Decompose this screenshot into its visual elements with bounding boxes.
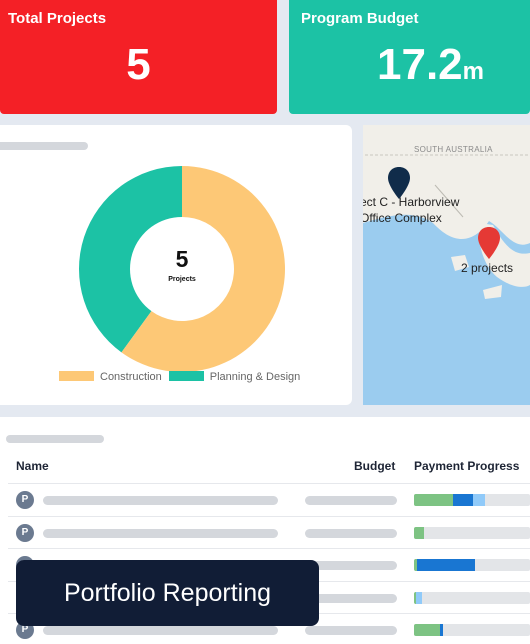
budget-placeholder: [305, 496, 397, 505]
total-projects-value: 5: [126, 40, 151, 89]
project-name-placeholder[interactable]: [43, 496, 278, 505]
progress-segment: [414, 494, 454, 506]
budget-placeholder: [305, 626, 397, 635]
budget-placeholder: [305, 529, 397, 538]
program-budget-value: 17.2: [377, 40, 463, 89]
project-avatar-icon: P: [16, 491, 34, 509]
progress-segment: [417, 559, 476, 571]
donut-center-value: 5: [176, 246, 189, 272]
legend-item[interactable]: Planning & Design: [168, 371, 301, 383]
progress-segment: [453, 494, 474, 506]
donut-slice-1[interactable]: [78, 166, 182, 353]
chart-legend: Construction Planning & Design: [59, 371, 307, 383]
progress-segment: [414, 559, 418, 571]
chart-title-placeholder: [0, 142, 88, 150]
payment-progress-bar: [414, 527, 530, 539]
program-budget-card: Program Budget 17.2m: [289, 0, 530, 114]
table-title-placeholder: [6, 435, 104, 443]
progress-segment: [414, 592, 417, 604]
donut-slice-0[interactable]: [121, 166, 285, 372]
progress-segment: [414, 527, 425, 539]
program-budget-unit: m: [462, 58, 484, 85]
map-pin-red-icon[interactable]: [477, 227, 501, 261]
project-map[interactable]: SOUTH AUSTRALIA ect C - Harborview Offic…: [363, 125, 530, 405]
program-budget-label: Program Budget: [301, 10, 419, 27]
pin-label-line1: ect C - Harborview: [363, 195, 460, 209]
legend-swatch: [59, 371, 94, 381]
column-header-budget[interactable]: Budget: [354, 459, 396, 473]
column-header-name[interactable]: Name: [16, 459, 49, 473]
progress-segment: [439, 624, 443, 636]
budget-placeholder: [305, 594, 397, 603]
pin-label-line2: Office Complex: [363, 211, 442, 225]
legend-label: Construction: [100, 371, 162, 383]
column-header-payment-progress[interactable]: Payment Progress: [414, 459, 520, 473]
payment-progress-bar: [414, 559, 530, 571]
total-projects-card: Total Projects 5: [0, 0, 277, 114]
legend-swatch: [168, 371, 204, 381]
budget-placeholder: [305, 561, 397, 570]
payment-progress-bar: [414, 592, 530, 604]
payment-progress-bar: [414, 494, 530, 506]
region-label: SOUTH AUSTRALIA: [414, 145, 493, 154]
cluster-label: 2 projects: [461, 261, 514, 275]
progress-segment: [473, 494, 485, 506]
projects-by-stage-card: 5 Projects Construction Planning & Design: [0, 125, 352, 405]
row-divider: [8, 483, 530, 484]
row-divider: [8, 548, 530, 549]
program-budget-value-wrap: 17.2m: [377, 40, 484, 97]
project-name-placeholder[interactable]: [43, 529, 278, 538]
project-name-placeholder[interactable]: [43, 626, 278, 635]
row-divider: [8, 516, 530, 517]
progress-segment: [414, 624, 440, 636]
total-projects-label: Total Projects: [8, 10, 107, 27]
projects-donut-chart: 5 Projects: [78, 166, 285, 372]
payment-progress-bar: [414, 624, 530, 636]
map-pin-dark-icon[interactable]: [387, 167, 411, 201]
donut-center-label: Projects: [168, 276, 196, 283]
portfolio-reporting-banner: Portfolio Reporting: [16, 560, 319, 626]
legend-label: Planning & Design: [209, 371, 301, 383]
project-avatar-icon: P: [16, 524, 34, 542]
progress-segment: [416, 592, 423, 604]
legend-item[interactable]: Construction: [59, 371, 162, 383]
